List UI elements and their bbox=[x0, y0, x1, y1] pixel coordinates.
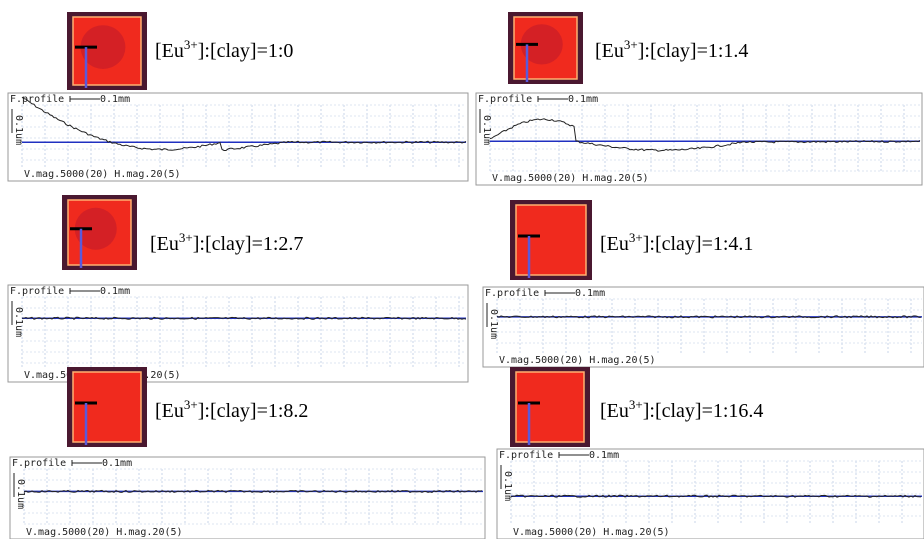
vscale-label: 0.1um bbox=[15, 479, 26, 509]
scale-label: 0.1mm bbox=[568, 94, 598, 105]
sample-label: [Eu3+]:[clay]=1:4.1 bbox=[600, 230, 753, 255]
sample-spot bbox=[74, 207, 117, 250]
vscale-label: 0.1um bbox=[13, 115, 24, 145]
panel: [Eu3+]:[clay]=1:16.4 F.profile 0.1mm 0.1um V… bbox=[496, 367, 924, 539]
vscale-label: 0.1um bbox=[488, 309, 499, 339]
sample-film bbox=[515, 371, 585, 443]
profile-title: F.profile bbox=[10, 94, 64, 105]
label-text: ]:[clay]=1:16.4 bbox=[643, 400, 764, 422]
label-text: ]:[clay]=1:0 bbox=[198, 40, 294, 62]
label-superscript: 3+ bbox=[184, 37, 198, 52]
label-superscript: 3+ bbox=[184, 397, 198, 412]
magnification: V.mag.5000(20) H.mag.20(5) bbox=[513, 527, 670, 538]
label-text: [Eu bbox=[150, 233, 179, 255]
label-text: ]:[clay]=1:8.2 bbox=[198, 400, 309, 422]
profile-curve bbox=[21, 316, 467, 320]
profile-curve bbox=[23, 489, 483, 493]
profile-title: F.profile bbox=[10, 286, 64, 297]
panel: [Eu3+]:[clay]=1:4.1 F.profile 0.1mm 0.1um V.… bbox=[482, 200, 924, 368]
profile-title: F.profile bbox=[478, 94, 532, 105]
profile-curve bbox=[510, 494, 922, 498]
label-text: [Eu bbox=[155, 40, 184, 62]
label-text: [Eu bbox=[155, 400, 184, 422]
panel: [Eu3+]:[clay]=1:1.4 F.profile 0.1mm 0.1um V.… bbox=[475, 12, 923, 186]
profile-title: F.profile bbox=[12, 458, 66, 469]
sample-label: [Eu3+]:[clay]=1:1.4 bbox=[595, 37, 748, 62]
profile-curve bbox=[21, 96, 467, 151]
label-text: [Eu bbox=[600, 400, 629, 422]
label-superscript: 3+ bbox=[629, 397, 643, 412]
magnification: V.mag.5000(20) H.mag.20(5) bbox=[492, 173, 649, 184]
scale-label: 0.1mm bbox=[102, 458, 132, 469]
sample-spot bbox=[80, 25, 126, 69]
profile-title: F.profile bbox=[499, 450, 553, 461]
label-text: [Eu bbox=[600, 233, 629, 255]
vscale-label: 0.1um bbox=[502, 471, 513, 501]
panel: [Eu3+]:[clay]=1:8.2 F.profile 0.1mm 0.1um V.… bbox=[9, 367, 486, 539]
profile-curve bbox=[496, 315, 922, 319]
label-text: [Eu bbox=[595, 40, 624, 62]
sample-label: [Eu3+]:[clay]=1:16.4 bbox=[600, 397, 763, 422]
sample-label: [Eu3+]:[clay]=1:0 bbox=[155, 37, 293, 62]
label-superscript: 3+ bbox=[179, 230, 193, 245]
sample-film bbox=[515, 204, 587, 276]
magnification: V.mag.5000(20) H.mag.20(5) bbox=[26, 527, 183, 538]
sample-label: [Eu3+]:[clay]=1:8.2 bbox=[155, 397, 308, 422]
profile-frame bbox=[475, 92, 923, 186]
label-text: ]:[clay]=1:4.1 bbox=[643, 233, 754, 255]
magnification: V.mag.5000(20) H.mag.20(5) bbox=[24, 169, 181, 180]
vscale-label: 0.1um bbox=[481, 115, 492, 145]
label-superscript: 3+ bbox=[624, 37, 638, 52]
vscale-label: 0.1um bbox=[13, 307, 24, 337]
panel: [Eu3+]:[clay]=1:0 F.profile 0.1mm 0.1um V.ma… bbox=[7, 12, 469, 182]
profile-curve bbox=[489, 118, 921, 152]
panel: [Eu3+]:[clay]=1:2.7F.profile 0.1mm0.1umV.… bbox=[7, 195, 469, 383]
profile-frame bbox=[7, 284, 469, 383]
scale-label: 0.1mm bbox=[575, 288, 605, 299]
profile-frame bbox=[7, 92, 469, 182]
magnification: V.mag.5000(20) H.mag.20(5) bbox=[499, 355, 656, 366]
scale-label: 0.1mm bbox=[100, 94, 130, 105]
label-text: ]:[clay]=1:2.7 bbox=[193, 233, 304, 255]
profile-title: F.profile bbox=[485, 288, 539, 299]
label-text: ]:[clay]=1:1.4 bbox=[638, 40, 749, 62]
label-superscript: 3+ bbox=[629, 230, 643, 245]
scale-label: 0.1mm bbox=[100, 286, 130, 297]
profile-frame bbox=[9, 456, 486, 539]
sample-film bbox=[72, 371, 142, 443]
sample-label: [Eu3+]:[clay]=1:2.7 bbox=[150, 230, 303, 255]
sample-spot bbox=[520, 24, 563, 65]
scale-label: 0.1mm bbox=[589, 450, 619, 461]
